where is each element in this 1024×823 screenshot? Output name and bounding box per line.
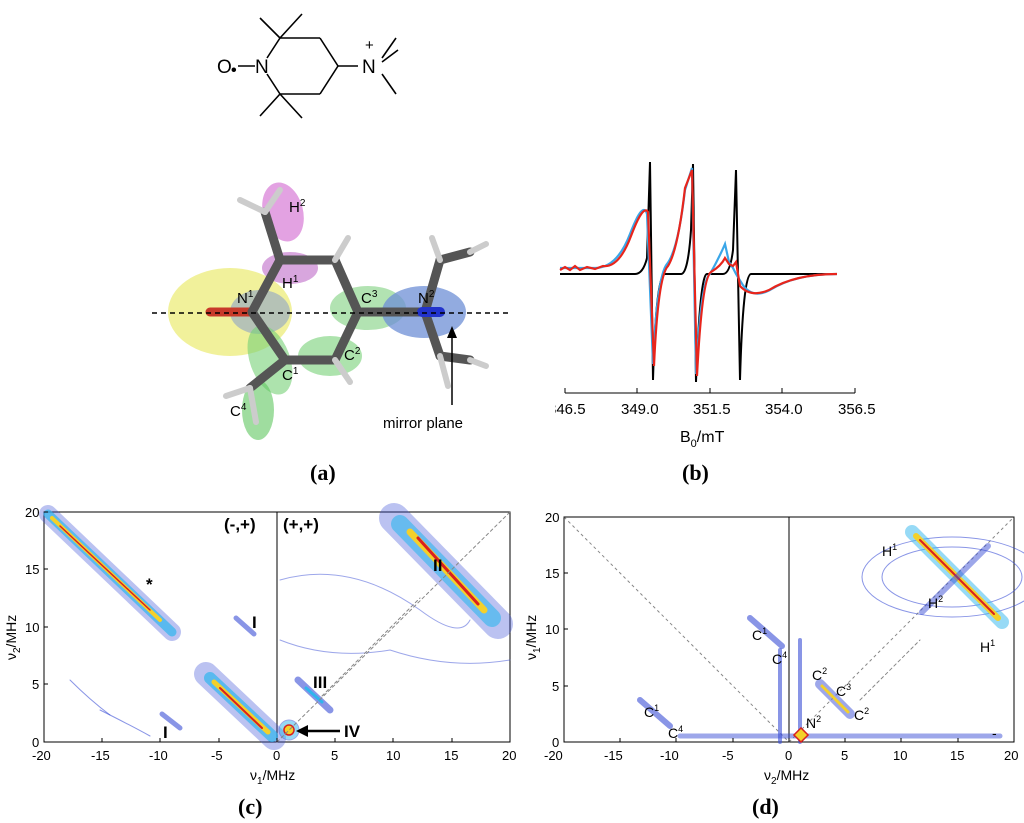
- tick-c-x7: 15: [444, 748, 458, 763]
- xlabel-b: B0/mT: [680, 429, 725, 450]
- tick-c-x8: 20: [502, 748, 516, 763]
- exp-trace-red: [559, 169, 838, 377]
- peak-C4-upper: C4: [772, 650, 787, 667]
- tick-d-y1: 5: [552, 679, 559, 694]
- annot-I-lower: I: [163, 723, 168, 742]
- label-C3: C3: [361, 289, 378, 307]
- tick-c-y1: 5: [32, 677, 39, 692]
- peak-H1-upper: H1: [882, 542, 897, 559]
- label-C4: C4: [230, 402, 247, 420]
- label-N2: N2: [418, 289, 435, 307]
- tick-d-y2: 10: [545, 622, 559, 637]
- panel-b-label: (b): [682, 460, 709, 485]
- tick-c-x3: -5: [211, 748, 223, 763]
- chemical-structure: O • N N +: [217, 13, 399, 119]
- ylabel-d: ν1/MHz: [523, 615, 543, 660]
- tick-c-x0: -20: [32, 748, 51, 763]
- annot-III: III: [313, 673, 327, 692]
- tick-b-4: 356.5: [838, 401, 875, 418]
- panel-c-hyscore: -20 -15 -10 -5 0 5 10 15 20 0 5 10 15 20…: [3, 503, 516, 787]
- peak-H2: H2: [928, 594, 943, 611]
- xlabel-d: ν2/MHz: [764, 767, 809, 787]
- plus-charge: +: [365, 37, 374, 54]
- peak-C4-lower: C4: [668, 724, 683, 741]
- tick-d-x0: -20: [544, 748, 563, 763]
- tick-d-x4: 0: [785, 748, 792, 763]
- label-N1: N1: [237, 289, 254, 307]
- atom-N-plus: N: [362, 57, 376, 78]
- panel-d-label: (d): [752, 794, 779, 819]
- tick-c-y4: 20: [25, 505, 39, 520]
- tick-d-x1: -15: [604, 748, 623, 763]
- panel-b-spectrum: 346.5 349.0 351.5 354.0 356.5 B0/mT: [555, 161, 875, 450]
- tick-d-x3: -5: [722, 748, 734, 763]
- peak-C1-lower: C1: [644, 703, 659, 720]
- tick-d-y0: 0: [552, 735, 559, 750]
- annot-star: *: [146, 575, 153, 594]
- panel-c-label: (c): [238, 794, 263, 819]
- annot-IV: IV: [344, 722, 361, 741]
- tick-d-y3: 15: [545, 566, 559, 581]
- tick-c-x4: 0: [273, 748, 280, 763]
- xlabel-c: ν1/MHz: [250, 767, 295, 787]
- annot-I-upper: I: [252, 613, 257, 632]
- tick-d-x5: 5: [841, 748, 848, 763]
- peak-C2-upper: C2: [812, 666, 827, 683]
- tick-c-y3: 15: [25, 562, 39, 577]
- ylabel-c: ν2/MHz: [3, 615, 23, 660]
- tick-d-x6: 10: [893, 748, 907, 763]
- radical-dot: •: [231, 62, 237, 79]
- mirror-plane-label: mirror plane: [383, 415, 463, 432]
- peak-H1-lower: H1: [980, 638, 995, 655]
- panel-a-molecule: H2 H1 N1 C3 N2 C2 C1 C4 mirror plane: [152, 182, 508, 440]
- annot-II: II: [433, 556, 442, 575]
- label-H1: H1: [282, 274, 299, 292]
- tick-c-y0: 0: [32, 735, 39, 750]
- tick-b-1: 349.0: [621, 401, 659, 418]
- tick-c-x1: -15: [91, 748, 110, 763]
- label-C2: C2: [344, 346, 361, 364]
- quadrant-label-right: (+,+): [283, 515, 319, 534]
- tick-c-x2: -10: [149, 748, 168, 763]
- tick-c-x5: 5: [331, 748, 338, 763]
- tick-b-0: 346.5: [555, 401, 586, 418]
- tick-c-y2: 10: [25, 620, 39, 635]
- atom-O: O: [217, 57, 232, 78]
- label-C1: C1: [282, 366, 299, 384]
- tick-b-2: 351.5: [693, 401, 731, 418]
- tick-b-3: 354.0: [765, 401, 803, 418]
- tick-d-y4: 20: [545, 510, 559, 525]
- peak-N2: N2: [806, 714, 821, 731]
- tick-d-x8: 20: [1004, 748, 1018, 763]
- dash-mark: -: [992, 725, 997, 741]
- peak-C1-upper: C1: [752, 626, 767, 643]
- sim-trace: [560, 161, 837, 383]
- peak-C2-lower: C2: [854, 706, 869, 723]
- tick-c-x6: 10: [386, 748, 400, 763]
- atom-N: N: [255, 57, 269, 78]
- peak-C3: C3: [836, 682, 851, 699]
- tick-d-x7: 15: [950, 748, 964, 763]
- label-H2: H2: [289, 198, 306, 216]
- quadrant-label-left: (-,+): [224, 515, 256, 534]
- tick-d-x2: -10: [660, 748, 679, 763]
- panel-d-hyscore: -20 -15 -10 -5 0 5 10 15 20 0 5 10 15 20…: [523, 510, 1024, 787]
- panel-a-label: (a): [310, 460, 336, 485]
